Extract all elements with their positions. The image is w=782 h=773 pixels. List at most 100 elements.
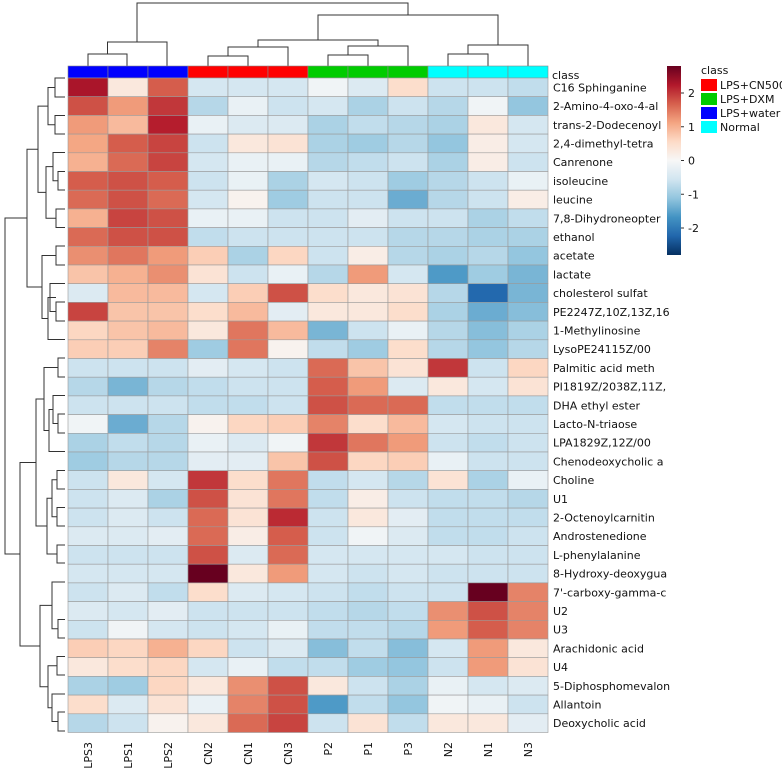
heatmap-cell-2-amino-4-oxo-4-al-cn3 xyxy=(267,96,309,116)
rdendro-r27-r34 xyxy=(39,604,52,688)
rdendro-lower xyxy=(19,462,40,647)
row-label-u2: U2 xyxy=(553,605,568,618)
row-label-lpa1829z-12z-00: LPA1829Z,12Z/00 xyxy=(553,437,651,450)
heatmap-cell-c16-sphinganine-n3 xyxy=(507,77,549,98)
heatmap-cell-canrenone-n2 xyxy=(427,152,469,172)
heatmap-cell-pe2247z-10z-13z-16-p2 xyxy=(307,302,349,322)
row-label-acetate: acetate xyxy=(553,250,595,263)
heatmap-cell-2-4-dimethyl-tetra-p3 xyxy=(387,133,429,154)
heatmap-cell-allantoin-cn2 xyxy=(187,694,229,715)
heatmap-cell-trans-2-dodecenoyl-lps1 xyxy=(107,115,149,135)
heatmap-cell-palmitic-acid-meth-lps2 xyxy=(147,358,189,378)
heatmap-cell-l-phenylalanine-lps2 xyxy=(147,545,189,565)
heatmap-cell-2-4-dimethyl-tetra-n2 xyxy=(427,133,469,154)
heatmap-cell-lpa1829z-12z-00-cn3 xyxy=(267,432,309,453)
heatmap-cell-ethanol-p1 xyxy=(347,227,389,247)
heatmap-cell-isoleucine-n3 xyxy=(507,171,549,191)
heatmap-cells xyxy=(67,77,549,733)
heatmap-cell-palmitic-acid-meth-lps1 xyxy=(107,358,149,378)
heatmap-cell-u2-p1 xyxy=(347,601,389,621)
heatmap-cell-c16-sphinganine-p1 xyxy=(347,77,389,98)
heatmap-cell-2-octenoylcarnitin-cn1 xyxy=(227,507,269,528)
heatmap-cell-c16-sphinganine-lps1 xyxy=(107,77,149,98)
heatmap-cell-l-phenylalanine-lps3 xyxy=(67,545,109,565)
heatmap-cell-leucine-cn1 xyxy=(227,189,269,210)
heatmap-cell-u1-lps2 xyxy=(147,489,189,509)
heatmap-cell-ethanol-lps2 xyxy=(147,227,189,247)
heatmap-cell-u3-p2 xyxy=(307,619,349,640)
heatmap-cell-cholesterol-sulfat-cn1 xyxy=(227,283,269,303)
heatmap-cell-pe2247z-10z-13z-16-cn3 xyxy=(267,302,309,322)
heatmap-cell-isoleucine-lps3 xyxy=(67,171,109,191)
dendro-branch-n2-n1 xyxy=(447,53,489,66)
heatmap-cell-trans-2-dodecenoyl-cn1 xyxy=(227,115,269,135)
heatmap-cell-7-8-dihydroneopter-p2 xyxy=(307,208,349,228)
heatmap-cell-lysope24115z-00-cn1 xyxy=(227,339,269,359)
heatmap-cell-u1-n3 xyxy=(507,489,549,509)
color-key-tick-label: -1 xyxy=(688,188,699,201)
heatmap-cell-arachidonic-acid-lps3 xyxy=(67,638,109,659)
heatmap-cell-c16-sphinganine-n1 xyxy=(467,77,509,98)
legend-swatch-lps-dxm xyxy=(701,93,717,105)
heatmap-cell-lactate-cn3 xyxy=(267,264,309,285)
heatmap-cell-dha-ethyl-ester-cn1 xyxy=(227,395,269,415)
heatmap-cell-u3-p1 xyxy=(347,619,389,640)
heatmap-cell-arachidonic-acid-cn3 xyxy=(267,638,309,659)
legend-swatch-lps-water xyxy=(701,107,717,119)
heatmap-cell-2-octenoylcarnitin-n2 xyxy=(427,507,469,528)
heatmap-cell-l-phenylalanine-cn2 xyxy=(187,545,229,565)
column-label-n1: N1 xyxy=(482,742,495,757)
heatmap-cell-2-amino-4-oxo-4-al-n3 xyxy=(507,96,549,116)
heatmap-cell-trans-2-dodecenoyl-n2 xyxy=(427,115,469,135)
heatmap-cell-palmitic-acid-meth-n1 xyxy=(467,358,509,378)
heatmap-cell-u3-n3 xyxy=(507,619,549,640)
column-label-p1: P1 xyxy=(362,742,375,756)
heatmap-cell-2-4-dimethyl-tetra-cn3 xyxy=(267,133,309,154)
row-label-canrenone: Canrenone xyxy=(553,156,613,169)
heatmap-cell-palmitic-acid-meth-cn2 xyxy=(187,358,229,378)
heatmap-cell-2-amino-4-oxo-4-al-p3 xyxy=(387,96,429,116)
heatmap-cell-arachidonic-acid-cn1 xyxy=(227,638,269,659)
heatmap-cell-7-8-dihydroneopter-p1 xyxy=(347,208,389,228)
row-label-8-hydroxy-deoxygua: 8-Hydroxy-deoxygua xyxy=(553,568,667,581)
row-label-5-diphosphomevalon: 5-Diphosphomevalon xyxy=(553,680,670,693)
heatmap-cell-trans-2-dodecenoyl-lps3 xyxy=(67,115,109,135)
heatmap-cell-7-8-dihydroneopter-lps1 xyxy=(107,208,149,228)
column-dendrogram xyxy=(87,2,529,66)
row-label-2-4-dimethyl-tetra: 2,4-dimethyl-tetra xyxy=(553,137,653,150)
heatmap-cell-5-diphosphomevalon-p1 xyxy=(347,676,389,696)
heatmap-cell-androstenedione-n1 xyxy=(467,526,509,546)
heatmap-cell-lactate-cn1 xyxy=(227,264,269,285)
heatmap-cell-leucine-p1 xyxy=(347,189,389,210)
heatmap-cell-2-amino-4-oxo-4-al-n1 xyxy=(467,96,509,116)
heatmap-cell-arachidonic-acid-lps2 xyxy=(147,638,189,659)
heatmap-cell-7-carboxy-gamma-c-lps3 xyxy=(67,582,109,602)
rdendro-r21-r22 xyxy=(56,470,65,490)
heatmap-cell-androstenedione-p2 xyxy=(307,526,349,546)
heatmap-cell-leucine-n2 xyxy=(427,189,469,210)
class-bar-cell-p1 xyxy=(347,65,389,79)
heatmap-cell-u1-p3 xyxy=(387,489,429,509)
legend-label-lps-dxm: LPS+DXM xyxy=(720,93,774,106)
heatmap-cell-androstenedione-lps1 xyxy=(107,526,149,546)
heatmap-cell-acetate-lps2 xyxy=(147,246,189,266)
heatmap-cell-ethanol-cn3 xyxy=(267,227,309,247)
row-label-choline: Choline xyxy=(553,474,594,487)
heatmap-cell-lpa1829z-12z-00-cn2 xyxy=(187,432,229,453)
heatmap-cell-u3-n1 xyxy=(467,619,509,640)
heatmap-cell-2-octenoylcarnitin-p1 xyxy=(347,507,389,528)
heatmap-cell-7-8-dihydroneopter-cn2 xyxy=(187,208,229,228)
rdendro-r33-r34 xyxy=(57,711,65,732)
row-label-2-octenoylcarnitin: 2-Octenoylcarnitin xyxy=(553,511,655,524)
heatmap-cell-u3-lps1 xyxy=(107,619,149,640)
heatmap-cell-l-phenylalanine-lps1 xyxy=(107,545,149,565)
heatmap-cell-deoxycholic-acid-n2 xyxy=(427,713,469,733)
heatmap-cell-choline-p2 xyxy=(307,470,349,490)
heatmap-cell-chenodeoxycholic-a-n2 xyxy=(427,451,469,472)
heatmap-cell-u1-n2 xyxy=(427,489,469,509)
heatmap-cell-allantoin-cn3 xyxy=(267,694,309,715)
heatmap-cell-chenodeoxycholic-a-p1 xyxy=(347,451,389,472)
heatmap-cell-cholesterol-sulfat-n2 xyxy=(427,283,469,303)
heatmap-cell-choline-n3 xyxy=(507,470,549,490)
